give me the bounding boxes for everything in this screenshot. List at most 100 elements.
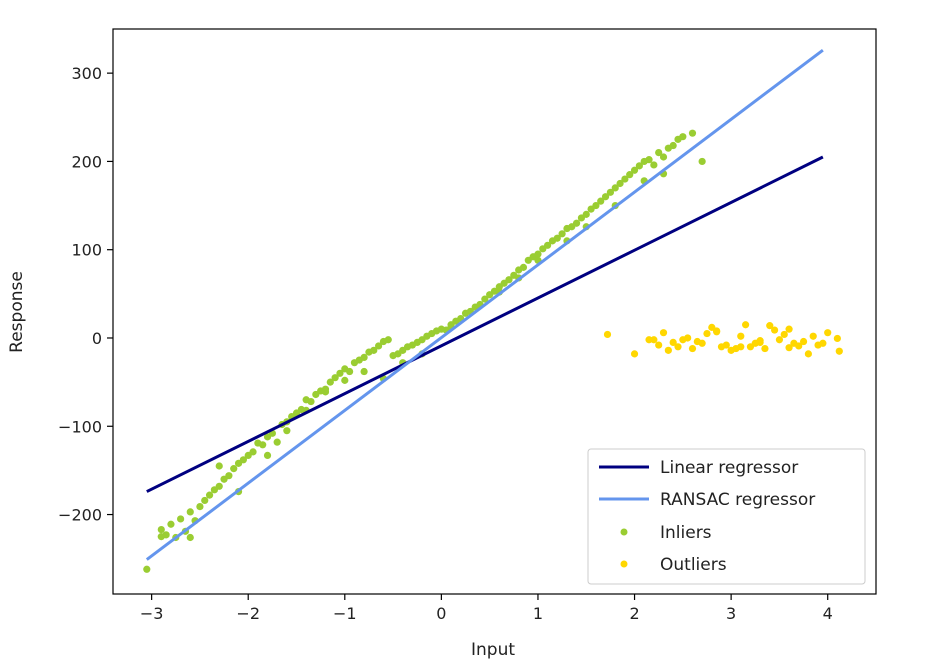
inlier-point [558, 230, 566, 238]
outlier-point [630, 350, 639, 358]
outlier-point [737, 332, 745, 340]
x-tick-label: 4 [823, 604, 833, 623]
legend-label-inliers: Inliers [660, 523, 712, 543]
inlier-point [346, 367, 354, 376]
y-axis-label: Response [7, 271, 27, 353]
inlier-point [630, 166, 639, 174]
x-tick-label: 0 [436, 604, 446, 623]
outlier-point [766, 322, 774, 330]
inlier-point [336, 369, 344, 377]
axes-frame [112, 28, 877, 595]
inlier-point [655, 148, 663, 157]
inlier-point [167, 520, 175, 528]
outlier-point [674, 343, 682, 351]
legend-label-outliers: Outliers [660, 555, 727, 575]
inlier-point [669, 141, 677, 150]
linear-regressor-line [146, 155, 824, 493]
outlier-point [835, 347, 843, 355]
outlier-point [819, 339, 827, 347]
outlier-point [659, 329, 668, 337]
inlier-point [635, 162, 643, 170]
x-tick-label: −3 [140, 604, 164, 623]
y-tick-label: 0 [92, 329, 102, 348]
inlier-point [611, 184, 619, 192]
y-tick-label: −200 [58, 506, 102, 525]
outlier-point [684, 334, 692, 342]
outlier-point [650, 336, 658, 344]
inlier-point [370, 346, 378, 354]
inlier-point [679, 133, 687, 141]
inlier-point [360, 367, 368, 376]
outlier-point [756, 337, 764, 345]
inlier-point [572, 219, 581, 227]
inlier-point [326, 378, 334, 386]
inlier-point [341, 376, 349, 384]
inlier-point [592, 201, 600, 210]
outlier-point [703, 329, 711, 338]
inlier-point [375, 342, 383, 350]
x-axis-label: Input [471, 640, 515, 660]
inlier-point [321, 388, 330, 396]
inlier-point [360, 353, 368, 362]
inlier-point [215, 462, 223, 470]
inlier-point [597, 197, 605, 205]
outlier-point [698, 339, 706, 347]
ransac-regressor-line [145, 48, 824, 561]
y-tick-label: −100 [58, 417, 102, 436]
inlier-point [688, 129, 697, 137]
inlier-point [553, 234, 561, 242]
outlier-point [761, 344, 769, 353]
outlier-point [824, 329, 832, 337]
outlier-point [688, 344, 697, 353]
outlier-point [737, 343, 745, 351]
inlier-point [384, 336, 392, 344]
inlier-point [157, 525, 165, 534]
x-tick-label: 2 [629, 604, 639, 623]
inlier-point [186, 533, 194, 542]
y-tick-label: 100 [71, 241, 102, 260]
legend-swatch-outliers [620, 560, 628, 568]
outlier-point [795, 342, 803, 350]
inlier-point [157, 533, 165, 541]
x-tick-label: −2 [236, 604, 260, 623]
inlier-point [481, 295, 489, 303]
inlier-point [239, 456, 247, 464]
inlier-point [505, 276, 513, 284]
inlier-point [606, 188, 615, 196]
outlier-point [804, 350, 812, 358]
inlier-point [186, 508, 194, 516]
inlier-point [307, 397, 315, 406]
inlier-point [201, 496, 209, 505]
legend-label-ransac: RANSAC regressor [660, 490, 815, 510]
inlier-point [601, 193, 610, 201]
inlier-point [230, 465, 238, 473]
inlier-point [534, 250, 542, 258]
outlier-point [603, 330, 612, 339]
inlier-point [263, 451, 272, 459]
plot-area [143, 48, 843, 573]
inlier-point [582, 210, 590, 218]
x-tick-label: −1 [333, 604, 357, 623]
outlier-point [785, 344, 793, 352]
outlier-point [833, 334, 841, 343]
outlier-point [785, 325, 793, 333]
inlier-point [650, 161, 658, 169]
x-tick-label: 1 [533, 604, 543, 623]
legend: Linear regressor RANSAC regressor Inlier… [587, 448, 866, 585]
inlier-point [645, 156, 653, 164]
legend-box [587, 448, 866, 585]
y-tick-label: 200 [71, 152, 102, 171]
outlier-point [713, 327, 721, 335]
inlier-point [283, 427, 291, 435]
outlier-point [799, 337, 808, 346]
inlier-point [225, 472, 233, 480]
inlier-point [698, 157, 706, 166]
inlier-point [331, 374, 339, 382]
inlier-point [616, 179, 624, 188]
inlier-point [626, 171, 634, 179]
inlier-point [249, 448, 257, 456]
outlier-point [780, 330, 788, 339]
legend-label-linear: Linear regressor [660, 458, 798, 478]
outlier-point [655, 341, 663, 349]
